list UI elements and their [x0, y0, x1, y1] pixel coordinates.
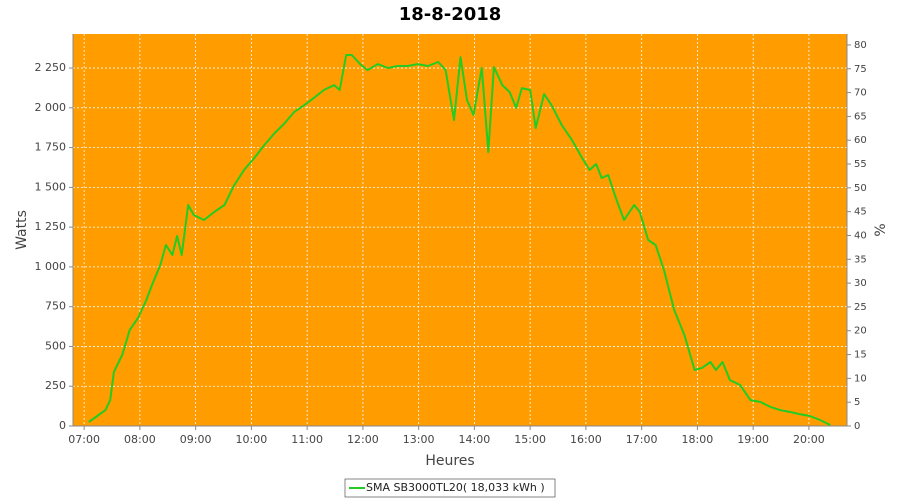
x-axis-label: Heures	[425, 453, 474, 469]
x-tick-label: 13:00	[403, 433, 435, 446]
x-tick-label: 16:00	[570, 433, 602, 446]
x-tick-label: 07:00	[68, 433, 100, 446]
y2-tick-label: 5	[854, 397, 860, 408]
y2-tick-label: 35	[854, 254, 867, 265]
y-tick-label: 250	[45, 379, 66, 392]
y-tick-label: 500	[45, 339, 66, 352]
y-tick-label: 0	[59, 419, 66, 432]
x-tick-label: 19:00	[737, 433, 769, 446]
y-tick-label: 750	[45, 300, 66, 313]
x-tick-label: 20:00	[793, 433, 825, 446]
x-tick-label: 14:00	[459, 433, 491, 446]
y-axis-label: Watts	[14, 210, 30, 250]
y2-axis-label: %	[873, 223, 889, 236]
y-tick-label: 1 250	[35, 220, 67, 233]
y2-tick-label: 70	[854, 88, 867, 99]
x-tick-label: 10:00	[236, 433, 268, 446]
y2-tick-label: 30	[854, 278, 867, 289]
chart-title: 18-8-2018	[399, 4, 502, 25]
y2-tick-label: 40	[854, 230, 867, 241]
legend-box	[344, 478, 556, 498]
y-tick-label: 2 250	[35, 61, 67, 74]
y2-tick-label: 0	[854, 421, 860, 432]
y2-tick-label: 15	[854, 350, 867, 361]
y-tick-label: 1 000	[35, 260, 67, 273]
x-tick-label: 09:00	[180, 433, 212, 446]
x-tick-label: 08:00	[124, 433, 156, 446]
y2-tick-label: 60	[854, 135, 867, 146]
y2-tick-label: 55	[854, 159, 867, 170]
y2-tick-label: 45	[854, 207, 867, 218]
y-tick-label: 1 750	[35, 141, 67, 154]
y2-tick-label: 80	[854, 40, 867, 51]
y-tick-label: 2 000	[35, 101, 67, 114]
x-tick-label: 18:00	[682, 433, 714, 446]
data-line	[88, 54, 831, 426]
y-tick-label: 1 500	[35, 180, 67, 193]
y2-tick-label: 65	[854, 111, 867, 122]
x-tick-label: 17:00	[626, 433, 658, 446]
y2-tick-label: 25	[854, 302, 867, 313]
plot-area	[73, 34, 847, 426]
x-tick-label: 15:00	[514, 433, 546, 446]
y2-tick-label: 10	[854, 373, 867, 384]
y2-tick-label: 50	[854, 183, 867, 194]
y2-tick-label: 75	[854, 64, 867, 75]
x-tick-label: 12:00	[347, 433, 379, 446]
y2-tick-label: 20	[854, 326, 867, 337]
legend-label: SMA SB3000TL20( 18,033 kWh )	[366, 481, 545, 494]
x-tick-label: 11:00	[291, 433, 323, 446]
